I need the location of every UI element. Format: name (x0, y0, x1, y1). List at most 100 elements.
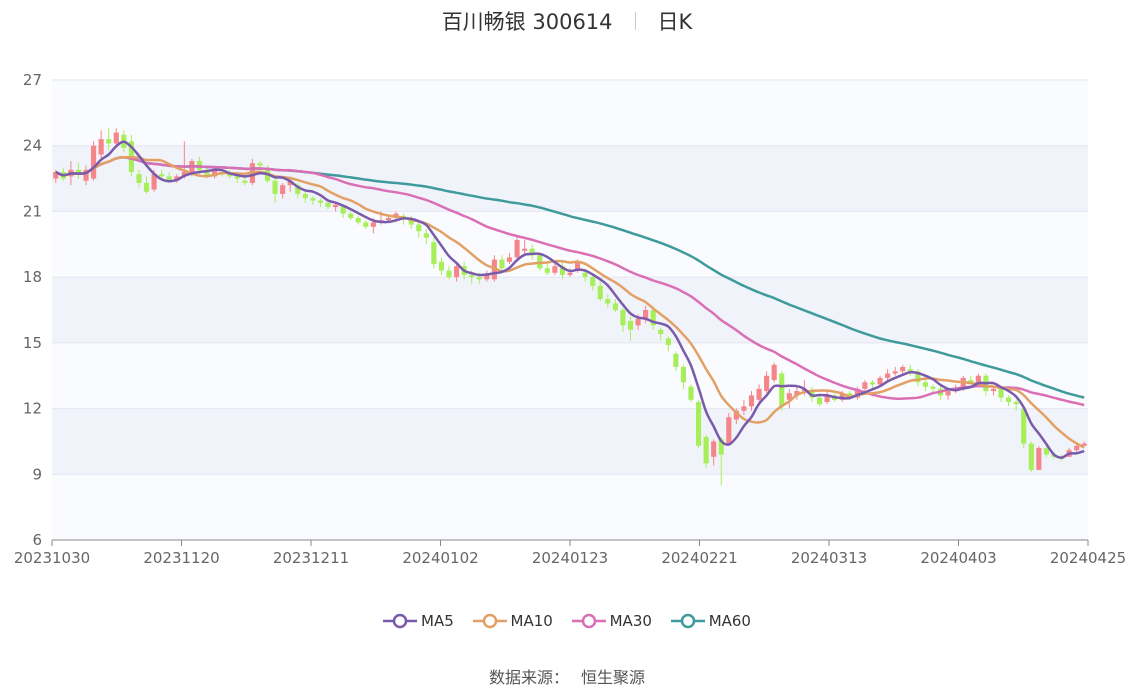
candle-body (711, 441, 717, 457)
candle-body (786, 393, 792, 400)
legend-item-ma30[interactable]: MA30 (571, 612, 652, 630)
candle-body (143, 182, 150, 192)
candle-body (552, 266, 558, 273)
candle-body (431, 242, 437, 264)
candle-body (816, 397, 823, 405)
legend-item-ma5[interactable]: MA5 (383, 612, 454, 630)
x-tick-label: 20231211 (273, 549, 349, 567)
y-tick-label: 15 (23, 334, 42, 352)
candle-body (484, 274, 490, 280)
candle-body (499, 259, 505, 269)
candle-body (181, 172, 187, 177)
x-tick-label: 20240403 (920, 549, 996, 567)
candle-body (771, 364, 777, 381)
candle-body (295, 185, 301, 194)
candle-body (885, 373, 891, 378)
candle-body (544, 268, 550, 273)
candle-body (877, 377, 883, 385)
legend-marker-ma30 (571, 613, 606, 629)
candle-body (98, 139, 104, 155)
candle-body (635, 318, 641, 326)
candle-body (907, 369, 913, 372)
candle-body (741, 406, 747, 411)
candle-body (340, 207, 346, 214)
chart-title: 百川畅银 300614 日K (0, 6, 1134, 40)
candle-body (1036, 448, 1042, 470)
candle-body (703, 437, 709, 464)
ma30-line (55, 156, 1085, 407)
candle-body (408, 218, 414, 225)
candle-body (869, 382, 876, 385)
candle-body (945, 391, 951, 396)
candle-body (310, 198, 316, 201)
candle-body (627, 320, 634, 330)
legend-item-ma10[interactable]: MA10 (472, 612, 553, 630)
candle-body (695, 402, 702, 446)
x-tick-label: 20231120 (143, 549, 219, 567)
candle-body (582, 272, 588, 278)
candle-body (960, 377, 966, 389)
candle-body (325, 202, 331, 208)
candle-body (106, 139, 112, 144)
candle-body (922, 382, 928, 387)
candle-body (159, 174, 165, 177)
candle-body (990, 388, 997, 392)
candle-body (650, 310, 656, 326)
candle-body (597, 285, 603, 300)
candle-body (446, 270, 452, 278)
candle-body (998, 388, 1004, 398)
candle-body (317, 200, 324, 203)
candle-body (824, 395, 830, 402)
candle-body (136, 174, 142, 183)
candle-body (53, 172, 59, 179)
x-tick-label: 20240123 (532, 549, 608, 567)
source-label: 数据来源： (488, 668, 569, 687)
candle-body (514, 239, 520, 258)
candle-body (680, 366, 687, 383)
candle-body (847, 393, 853, 398)
candle-body (469, 274, 475, 278)
candle-body (257, 163, 263, 166)
candle-body (438, 261, 445, 271)
legend-label-ma30: MA30 (609, 612, 652, 630)
candle-body (212, 169, 218, 177)
candle-body (333, 204, 339, 208)
y-tick-label: 24 (23, 137, 42, 155)
stock-name: 百川畅银 300614 (441, 10, 613, 34)
y-tick-label: 27 (23, 71, 42, 89)
legend: MA5 MA10 MA30 MA60 (0, 612, 1134, 633)
candle-body (1006, 397, 1012, 402)
period-label: 日K (657, 10, 693, 34)
candle-body (764, 375, 770, 392)
candle-body (726, 417, 732, 444)
candle-body (242, 180, 248, 183)
x-tick-label: 20231030 (14, 549, 90, 567)
candle-body (385, 218, 392, 221)
legend-marker-ma5 (383, 613, 417, 629)
candle-body (559, 266, 566, 275)
candle-body (355, 218, 361, 223)
candle-body (854, 388, 860, 398)
candle-body (1081, 443, 1087, 446)
source-value: 恒生聚源 (581, 668, 646, 687)
x-tick-label: 20240221 (661, 549, 737, 567)
grid-band (52, 408, 1088, 475)
candle-body (453, 266, 460, 278)
candle-body (234, 176, 240, 179)
candle-body (718, 439, 724, 455)
candle-body (779, 373, 785, 407)
y-tick-label: 6 (32, 531, 42, 549)
candle-body (302, 193, 308, 199)
legend-marker-ma10 (472, 613, 507, 629)
candle-body (75, 169, 82, 175)
y-tick-label: 21 (23, 202, 42, 220)
candle-body (975, 375, 981, 383)
candle-body (113, 132, 119, 144)
legend-marker-ma60 (670, 613, 705, 629)
legend-item-ma60[interactable]: MA60 (670, 612, 751, 630)
candle-body (620, 310, 626, 326)
grid-band (52, 277, 1088, 343)
candle-body (567, 272, 573, 275)
candle-body (900, 366, 906, 372)
candle-body (83, 169, 89, 181)
